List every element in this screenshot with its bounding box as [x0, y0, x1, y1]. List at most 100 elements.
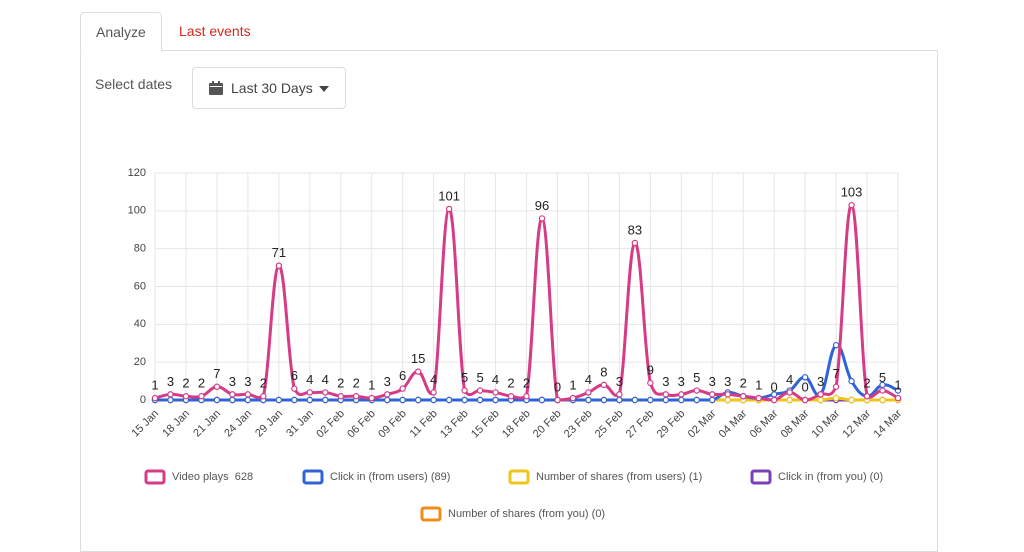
data-point: [616, 396, 623, 404]
tab-last-events[interactable]: Last events: [179, 23, 251, 39]
data-point: [461, 387, 468, 394]
x-tick-label: 29 Jan: [253, 408, 285, 440]
tab-analyze[interactable]: Analyze: [80, 12, 162, 52]
y-tick-label: 100: [128, 205, 146, 217]
data-label: 2: [863, 376, 870, 391]
data-point: [213, 396, 221, 404]
data-point: [291, 385, 298, 392]
data-label: 5: [879, 370, 886, 385]
x-tick-label: 10 Mar: [810, 407, 843, 440]
data-point: [755, 394, 762, 402]
data-point: [507, 393, 515, 400]
data-point: [662, 391, 670, 398]
data-point: [678, 391, 685, 398]
data-point: [709, 396, 716, 404]
data-point: [740, 393, 747, 400]
x-tick-label: 29 Feb: [655, 408, 688, 441]
x-tick-label: 09 Feb: [376, 408, 409, 441]
data-point: [786, 396, 793, 404]
data-label: 1: [755, 378, 762, 393]
data-point: [151, 394, 159, 402]
data-point: [244, 396, 252, 404]
data-point: [693, 396, 700, 404]
data-point: [414, 368, 422, 375]
x-tick-label: 31 Jan: [284, 408, 316, 440]
caret: [319, 86, 329, 92]
y-tick-label: 120: [128, 167, 146, 179]
data-point: [291, 396, 298, 404]
data-label: 7: [213, 366, 220, 381]
data-point: [631, 239, 639, 247]
data-label: 1: [151, 378, 158, 393]
series-line: [154, 203, 899, 402]
data-label: 3: [678, 374, 685, 389]
data-point: [414, 396, 422, 404]
data-label: 4: [322, 372, 329, 387]
data-point: [894, 394, 902, 402]
x-tick-label: 23 Feb: [562, 408, 595, 441]
data-point: [724, 396, 731, 404]
data-point: [167, 391, 174, 398]
data-label: 1: [368, 378, 375, 393]
data-point: [709, 391, 716, 398]
data-point: [817, 396, 824, 404]
data-label: 2: [740, 376, 747, 391]
data-point: [832, 394, 840, 402]
x-tick-label: 06 Feb: [345, 408, 378, 441]
data-point: [554, 396, 561, 404]
y-tick-label: 40: [134, 318, 146, 330]
page: Analyze Last events Select dates Last 30…: [80, 12, 938, 552]
data-point: [832, 383, 840, 390]
data-label: 4: [492, 372, 499, 387]
x-tick-label: 27 Feb: [624, 408, 657, 441]
legend-label: Video plays 628: [172, 471, 253, 483]
data-point: [770, 396, 778, 404]
data-point: [801, 374, 809, 381]
data-point: [492, 389, 499, 396]
data-point: [801, 396, 809, 404]
data-label: 3: [662, 374, 669, 389]
data-label: 6: [291, 368, 298, 383]
date-range-button[interactable]: Last 30 Days: [192, 67, 346, 109]
data-point: [260, 393, 267, 400]
x-tick-label: 02 Mar: [686, 407, 719, 440]
data-point: [600, 381, 608, 389]
data-label: 0: [802, 379, 809, 394]
data-point: [368, 394, 375, 402]
x-tick-label: 18 Feb: [500, 408, 533, 441]
x-tick-label: 18 Jan: [160, 408, 192, 440]
y-tick-label: 80: [134, 243, 146, 255]
data-label: 3: [817, 374, 824, 389]
x-tick-label: 13 Feb: [438, 408, 471, 441]
data-point: [399, 396, 406, 404]
legend-label: Number of shares (from you) (0): [448, 508, 605, 520]
data-point: [662, 396, 670, 404]
y-tick-label: 0: [140, 394, 146, 406]
data-label: 4: [786, 372, 793, 387]
data-label: 5: [476, 370, 483, 385]
data-point: [229, 396, 236, 404]
data-label: 5: [461, 370, 468, 385]
x-tick-label: 04 Mar: [717, 407, 750, 440]
data-label: 9: [647, 362, 654, 377]
data-point: [848, 377, 855, 385]
data-point: [430, 389, 437, 396]
data-point: [198, 393, 205, 400]
data-point: [353, 393, 360, 400]
data-point: [693, 387, 700, 394]
x-tick-label: 14 Mar: [871, 407, 904, 440]
data-label: 3: [616, 374, 623, 389]
data-point: [848, 201, 855, 209]
data-point: [383, 396, 391, 404]
data-label: 8: [600, 364, 607, 379]
x-tick-label: 06 Mar: [748, 407, 781, 440]
data-point: [817, 391, 824, 398]
x-tick-label: 25 Feb: [593, 408, 626, 441]
data-label: 103: [841, 185, 863, 200]
data-point: [894, 387, 902, 394]
data-point: [647, 396, 654, 404]
data-label: 4: [430, 372, 437, 387]
data-label: 2: [337, 376, 344, 391]
data-point: [322, 396, 329, 404]
data-label: 3: [384, 374, 391, 389]
